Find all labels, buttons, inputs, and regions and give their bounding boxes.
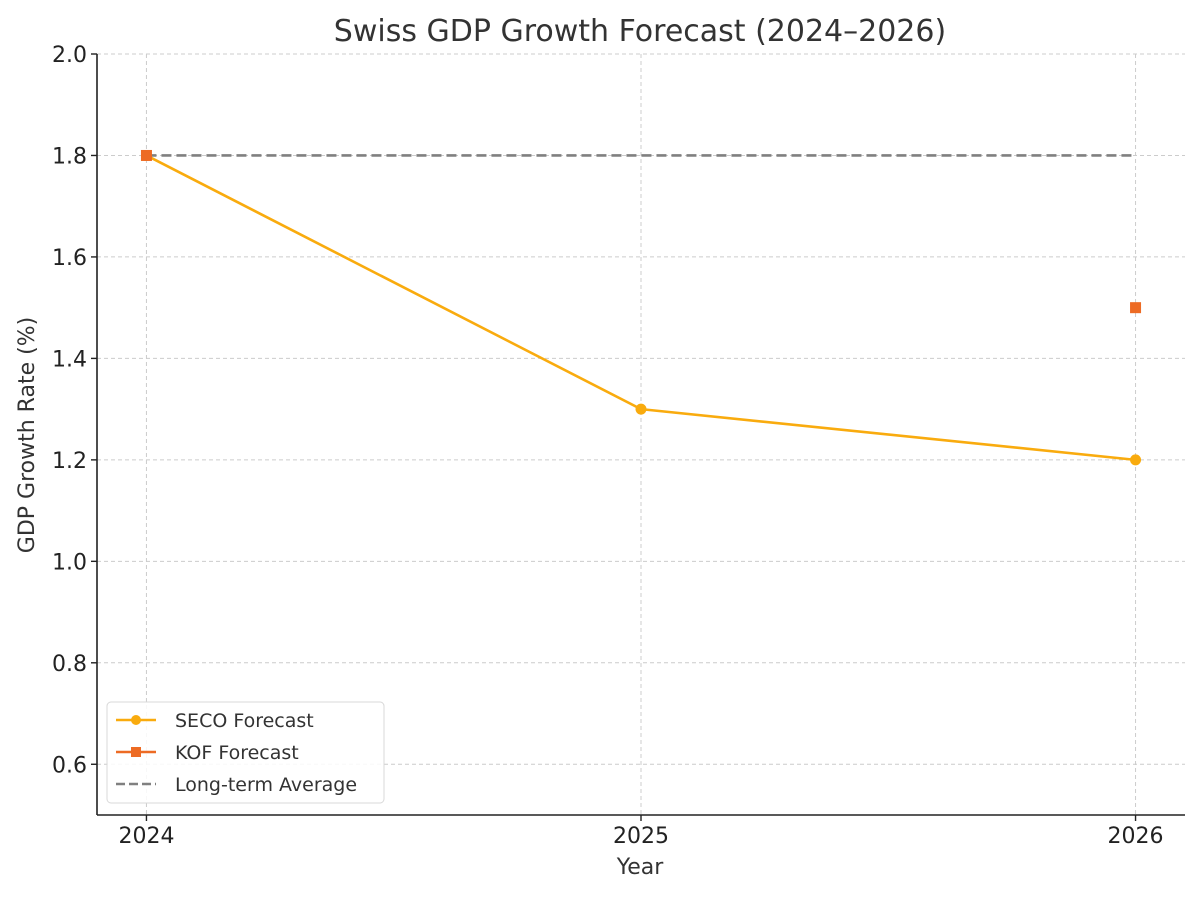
y-tick-label: 1.4 [52,347,87,372]
seco-point [635,403,647,415]
legend-average-label: Long-term Average [175,774,357,796]
legend-item-seco: SECO Forecast [116,710,314,732]
y-tick-label: 1.6 [52,246,87,271]
x-tick-label: 2024 [118,824,174,849]
legend-box [106,701,385,804]
y-axis-label: GDP Growth Rate (%) [15,317,40,553]
legend: SECO Forecast KOF Forecast Long-term Ave… [106,701,385,804]
legend-kof-label: KOF Forecast [175,742,299,764]
x-tick-label: 2026 [1108,824,1164,849]
legend-item-kof: KOF Forecast [116,742,299,764]
y-tick-label: 1.2 [52,449,87,474]
legend-seco-marker [131,715,141,725]
grid-layer [97,53,1185,815]
y-tick-label: 0.8 [52,652,87,677]
legend-seco-label: SECO Forecast [175,710,314,732]
legend-kof-marker [131,747,141,757]
kof-point [1130,302,1142,314]
chart-title: Swiss GDP Growth Forecast (2024–2026) [334,14,946,49]
x-tick-label: 2025 [613,824,669,849]
seco-point [1130,454,1142,466]
x-axis-label: Year [616,855,665,880]
y-tick-label: 0.6 [52,753,87,778]
kof-point [140,149,152,161]
series-layer [140,149,1142,466]
y-tick-label: 2.0 [52,43,87,68]
legend-item-average: Long-term Average [116,774,357,796]
y-tick-label: 1.0 [52,550,87,575]
ticks-layer: 0.6 0.8 1.0 1.2 1.4 1.6 1.8 2.0 2024 2025 2026 [52,43,1164,849]
y-tick-label: 1.8 [52,144,87,169]
